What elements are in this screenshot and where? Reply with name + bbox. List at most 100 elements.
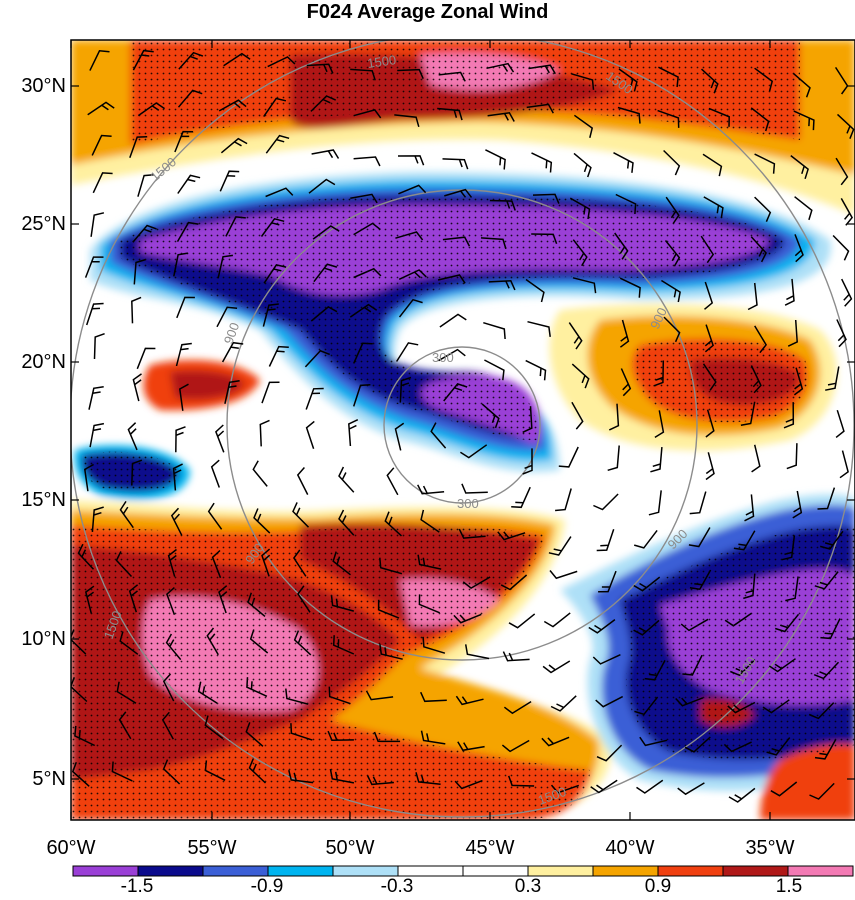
wind-barbs: [71, 49, 855, 803]
wind-barb: [267, 56, 296, 68]
plot-title: F024 Average Zonal Wind: [306, 1, 549, 23]
colorbar-swatch: [462, 865, 529, 877]
wind-field: [71, 40, 855, 820]
wind-barb: [197, 681, 218, 704]
wind-barb: [353, 156, 381, 167]
wind-barb: [438, 348, 466, 362]
latitude-label: 10°N: [21, 628, 66, 650]
wind-barb: [784, 278, 795, 306]
wind-barb: [115, 551, 133, 578]
wind-barb: [379, 557, 403, 575]
wind-barb: [487, 111, 515, 122]
wind-barb: [814, 739, 837, 760]
wind-barb: [349, 303, 378, 318]
wind-barb: [444, 188, 473, 198]
wind-barb: [704, 324, 714, 353]
wind-barb: [216, 306, 238, 328]
wind-barb: [724, 612, 752, 627]
wind-barb: [175, 426, 186, 453]
wind-barb: [483, 321, 506, 340]
wind-barb: [836, 113, 855, 139]
wind-barb: [497, 531, 526, 541]
wind-barb: [311, 149, 340, 159]
significance-stipple: [71, 40, 855, 820]
wind-barb: [353, 222, 381, 236]
wind-barb: [379, 644, 403, 660]
wind-barb: [633, 619, 660, 636]
wind-barb: [663, 149, 681, 176]
wind-barb: [219, 170, 240, 192]
longitude-label: 45°W: [465, 837, 515, 859]
wind-barb: [754, 325, 768, 354]
colorbar-label: 0.3: [514, 876, 542, 897]
wind-barb: [176, 221, 199, 242]
wind-barb: [485, 149, 506, 170]
axis-ticks: [70, 40, 855, 820]
wind-barb: [573, 152, 592, 178]
wind-barb: [263, 97, 287, 118]
wind-barb: [592, 654, 621, 665]
wind-barb: [373, 731, 401, 743]
wind-barb: [397, 68, 424, 80]
wind-barb: [835, 409, 845, 438]
range-ring-300: [383, 346, 541, 504]
wind-barb: [503, 700, 532, 715]
wind-barb: [501, 739, 530, 753]
wind-barb: [439, 313, 467, 328]
longitude-label: 40°W: [605, 837, 655, 859]
wind-barb: [525, 278, 545, 303]
wind-barb: [689, 569, 712, 591]
wind-barb: [177, 89, 203, 108]
wind-barb: [703, 196, 724, 218]
wind-barb: [596, 744, 623, 762]
wind-barb: [825, 366, 840, 391]
wind-barb: [682, 654, 703, 676]
wind-barb: [793, 367, 804, 396]
colorbar-label: -1.5: [120, 876, 154, 897]
wind-barb: [754, 196, 772, 222]
longitude-label: 60°W: [46, 837, 96, 859]
wind-barb: [297, 585, 311, 613]
wind-barb: [787, 319, 798, 347]
wind-barb: [633, 576, 661, 592]
wind-barb: [489, 199, 516, 211]
wind-barb: [785, 576, 799, 602]
wind-barb: [312, 225, 340, 240]
wind-barb: [835, 157, 849, 186]
wind-barb: [395, 342, 419, 362]
wind-barb: [454, 779, 483, 790]
wind-barb: [175, 342, 192, 367]
wind-barb: [596, 528, 615, 552]
wind-barb: [308, 178, 336, 194]
wind-barb: [132, 49, 154, 71]
wind-barb: [839, 450, 849, 479]
wind-barb: [217, 254, 234, 279]
wind-barb: [353, 267, 382, 279]
wind-barb: [89, 422, 105, 448]
latitude-label: 20°N: [21, 351, 66, 373]
wind-barb: [480, 237, 507, 250]
wind-barb: [613, 152, 634, 173]
wind-barb: [684, 736, 711, 753]
wind-barb: [394, 422, 405, 451]
colorbar-label: -0.3: [380, 876, 414, 897]
wind-barb: [338, 466, 355, 493]
wind-barb: [528, 64, 556, 75]
wind-barb: [688, 527, 711, 548]
wind-barb: [131, 459, 143, 486]
wind-barb: [131, 296, 142, 324]
wind-barb: [218, 585, 228, 614]
latitude-label: 5°N: [32, 768, 66, 790]
wind-barb: [525, 359, 547, 381]
wind-barb: [675, 697, 704, 707]
wind-barb: [571, 73, 595, 90]
wind-barb: [793, 110, 815, 131]
wind-barb: [442, 236, 471, 247]
wind-barb: [133, 258, 146, 285]
wind-barb: [783, 402, 795, 429]
wind-barb: [365, 690, 394, 701]
wind-barb: [634, 696, 659, 716]
wind-barb: [90, 212, 105, 237]
wind-barb: [457, 741, 485, 752]
